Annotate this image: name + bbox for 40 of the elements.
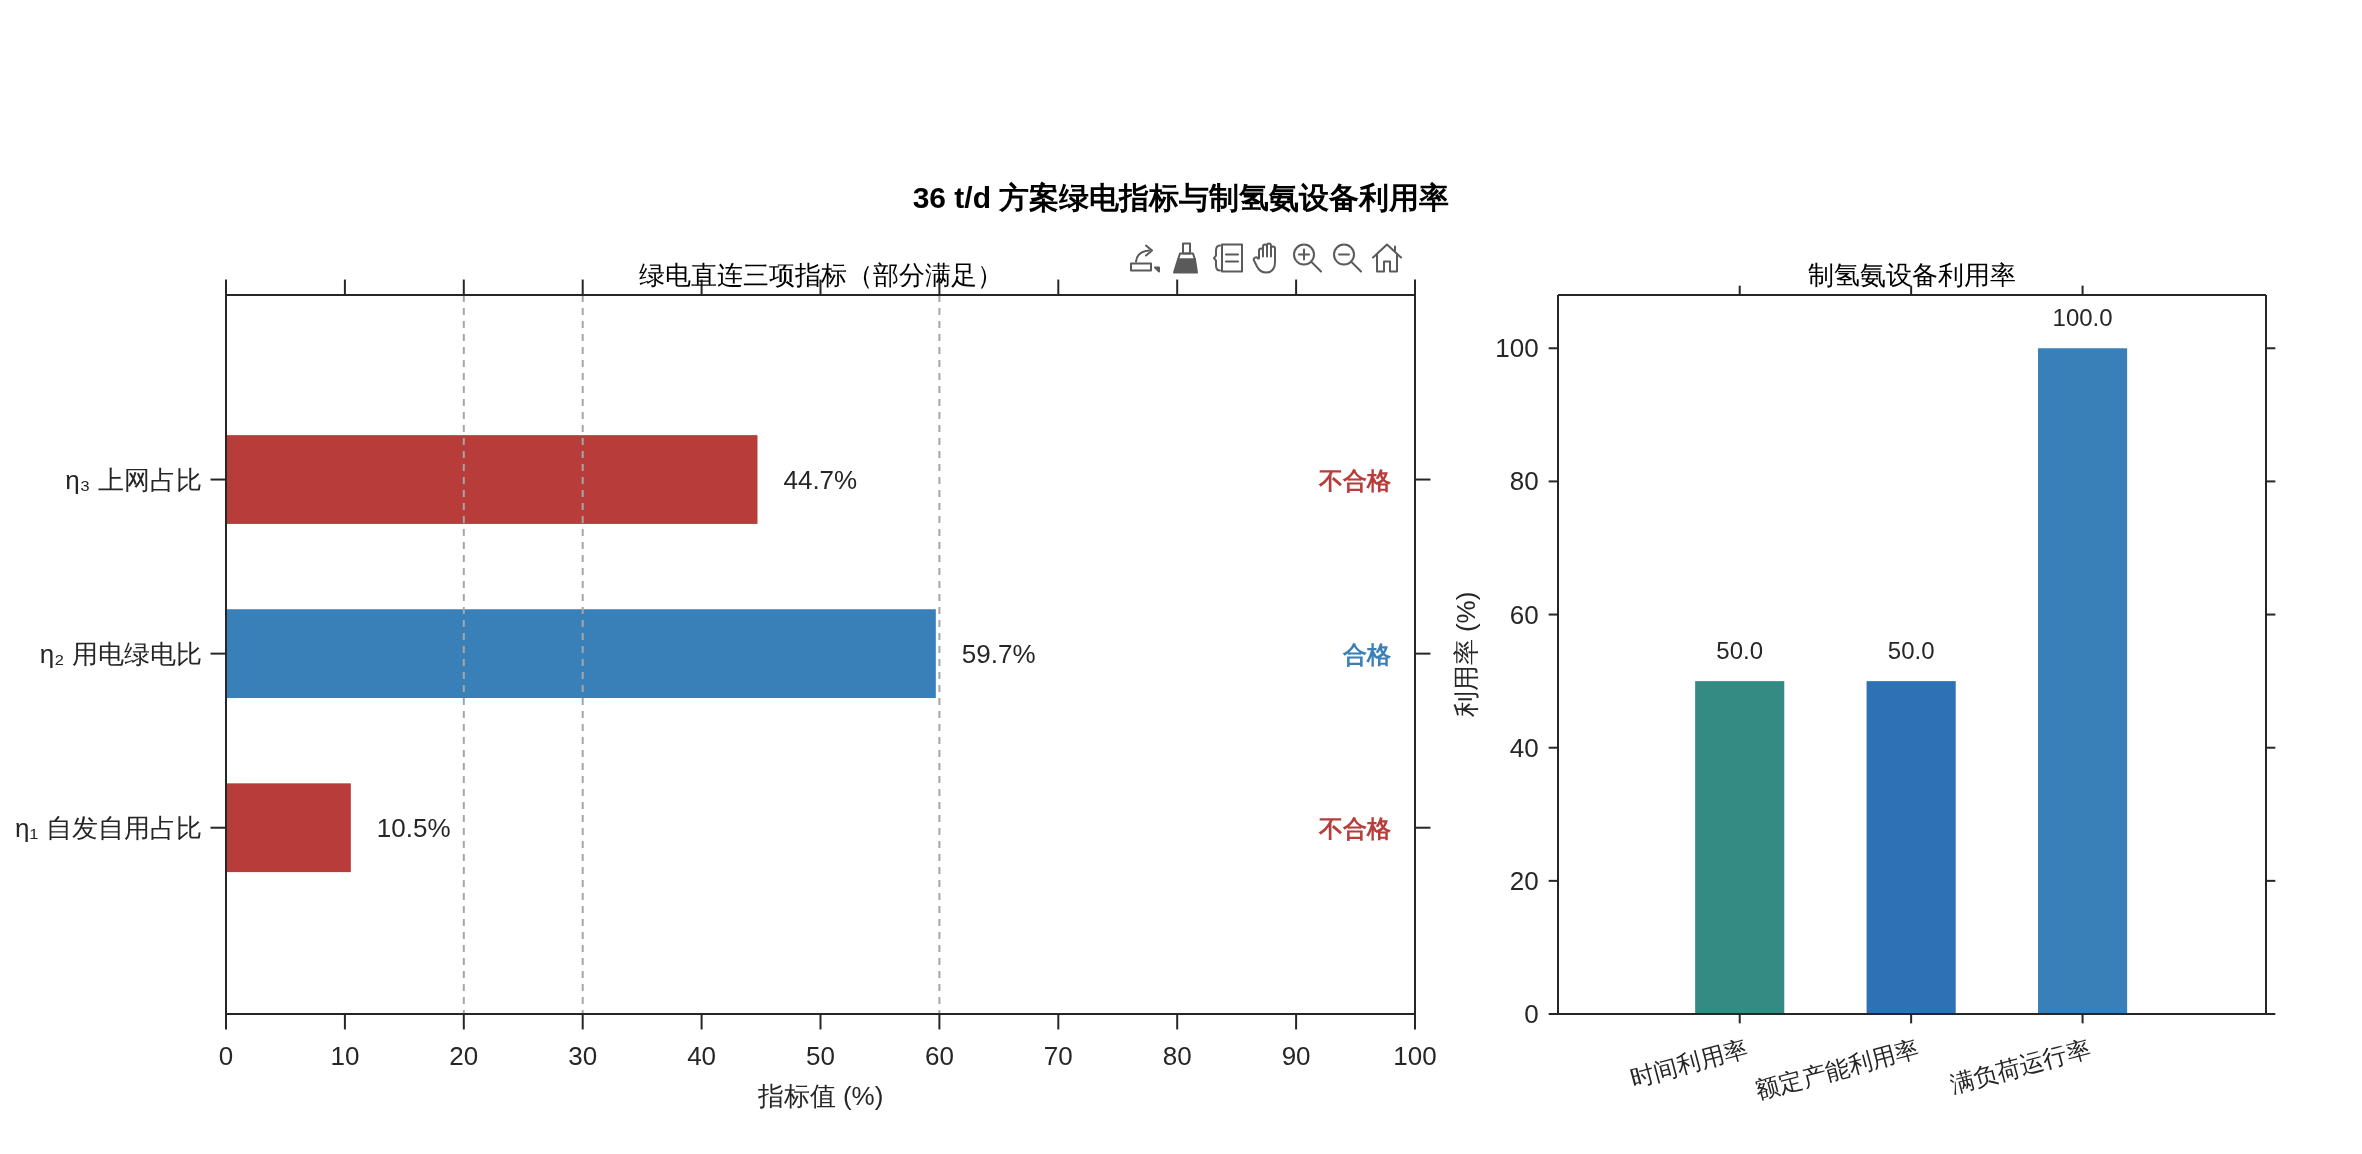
data-label: 44.7%: [783, 464, 858, 495]
x-tick-label: 50: [806, 1041, 835, 1071]
y-tick-label: 100: [1495, 333, 1539, 364]
y-tick-label: 0: [1524, 999, 1539, 1029]
text: 36 t/d 方案绿电指标与制氢氨设备利用率: [912, 181, 1450, 214]
y-tick-label: η₁ 自发自用占比: [15, 812, 202, 843]
y-tick-label: 20: [1509, 865, 1539, 896]
chart-title: 绿电直连三项指标（部分满足）: [638, 260, 1003, 290]
bar: [226, 609, 936, 699]
y-tick-label: η₂ 用电绿电比: [39, 638, 202, 669]
bar: [226, 435, 758, 524]
bar: [226, 783, 351, 873]
x-tick-label: 100: [1393, 1041, 1437, 1071]
y-tick-label: η₃ 上网占比: [65, 464, 202, 495]
x-tick-label: 80: [1162, 1041, 1192, 1071]
y-tick-label: 40: [1509, 732, 1539, 763]
x-tick-label: 时间利用率: [1627, 1034, 1751, 1092]
x-tick-label: 0: [218, 1041, 234, 1071]
chart-title: 制氢氨设备利用率: [1808, 260, 2016, 290]
data-label: 100.0: [2052, 304, 2113, 332]
x-tick-label: 满负荷运行率: [1947, 1034, 2094, 1098]
x-tick-label: 90: [1281, 1041, 1311, 1071]
data-label: 10.5%: [376, 812, 451, 843]
annotation: 不合格: [1318, 466, 1393, 494]
x-tick-label: 70: [1043, 1041, 1073, 1071]
x-tick-label: 30: [568, 1041, 598, 1071]
data-label: 50.0: [1887, 637, 1935, 665]
x-tick-label: 40: [687, 1041, 717, 1071]
x-tick-label: 额定产能利用率: [1752, 1034, 1922, 1105]
y-axis-title: 利用率 (%): [1451, 591, 1481, 718]
data-label: 50.0: [1716, 637, 1764, 665]
data-label: 59.7%: [961, 638, 1036, 669]
x-tick-label: 60: [924, 1041, 954, 1071]
x-tick-label: 10: [330, 1041, 360, 1071]
annotation: 不合格: [1318, 814, 1393, 842]
y-tick-label: 60: [1509, 599, 1539, 630]
x-tick-label: 20: [449, 1041, 479, 1071]
x-axis-title: 指标值 (%): [756, 1081, 884, 1111]
annotation: 合格: [1342, 640, 1393, 668]
y-tick-label: 80: [1509, 466, 1539, 497]
